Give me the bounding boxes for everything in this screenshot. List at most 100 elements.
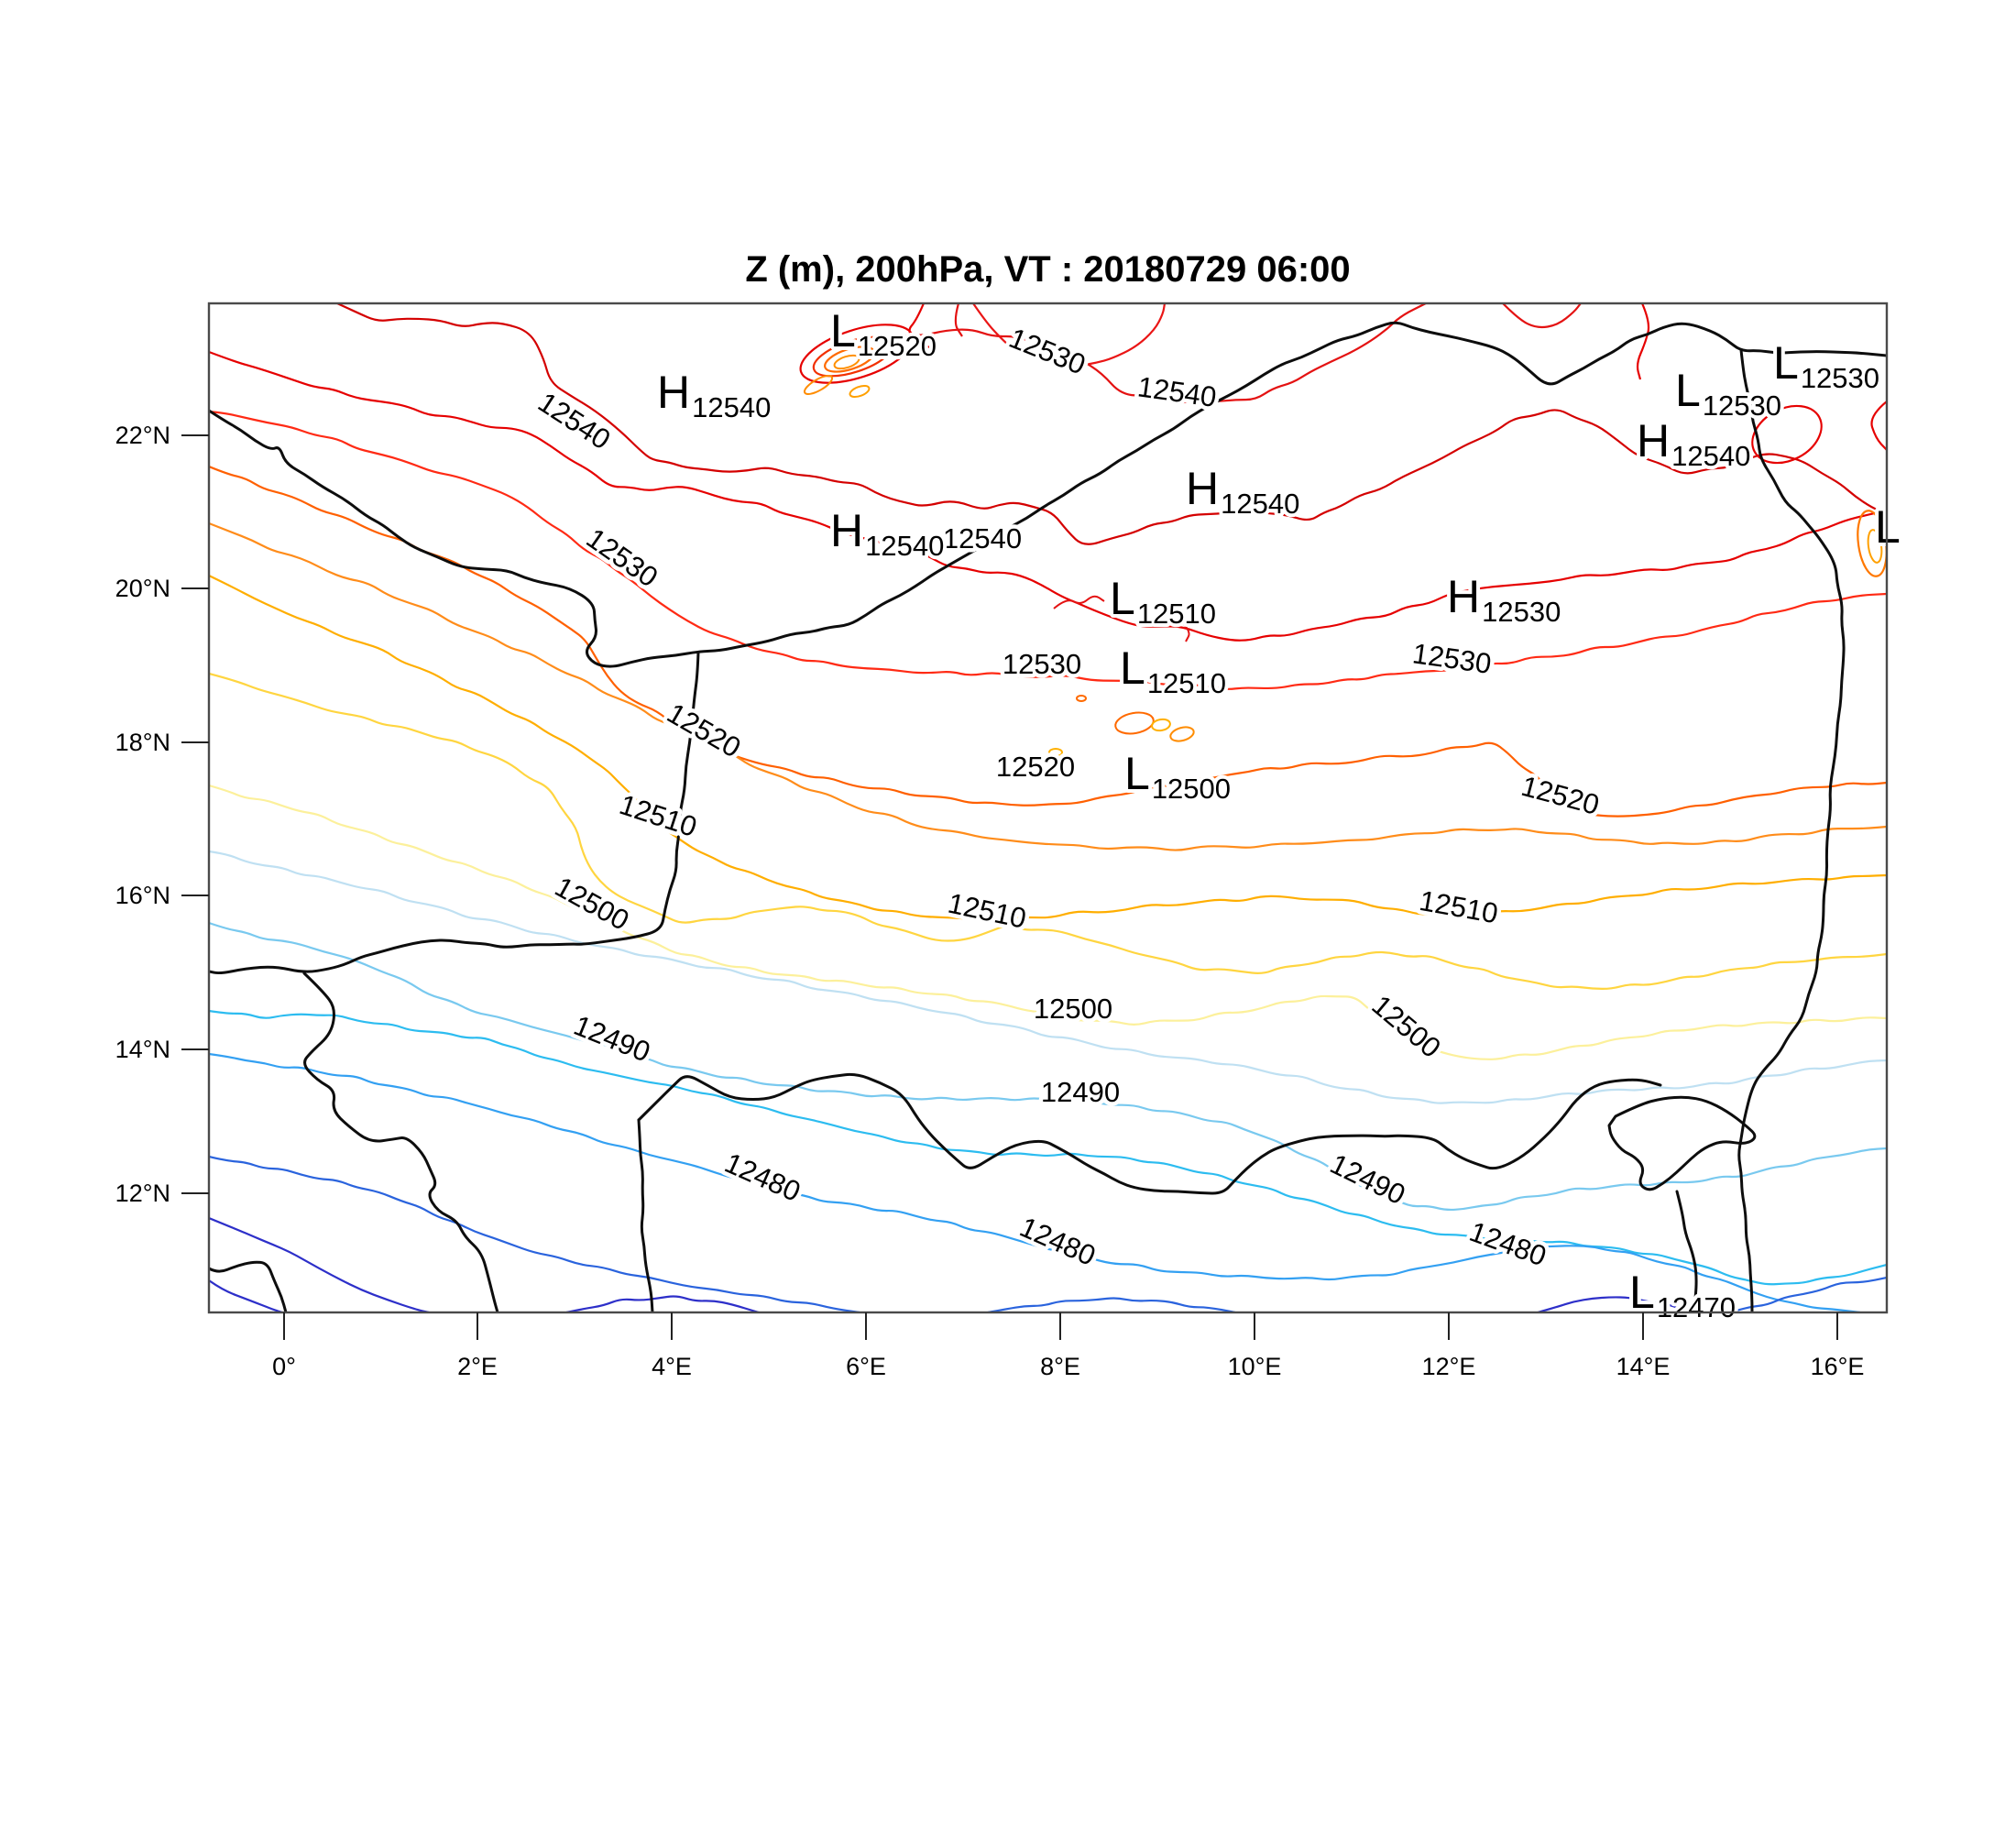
pressure-center-low: L12470 [1629,1267,1736,1323]
contour-loop-12515 [1867,529,1883,564]
contour-lines-layer [209,303,1887,1312]
contour-line-12480 [209,1052,1861,1312]
x-axis-tick-label: 16°E [1811,1353,1865,1380]
contour-line-12520 [209,465,1887,818]
country-border [209,651,700,975]
contour-line-12475 [209,1155,860,1312]
contour-value-label: 12520 [1518,770,1603,821]
contour-line-12500 [209,784,1887,1060]
contour-value-label: 12510 [616,788,701,843]
y-axis-tick-label: 12°N [115,1180,170,1207]
pressure-center-high: H12540 [1637,415,1750,472]
contour-loop-12535 [799,324,915,384]
contour-line-12485 [209,1009,1887,1286]
contour-line-12475 [1729,1276,1887,1312]
pressure-center-high: H12530 [1447,571,1561,628]
contour-value-label: 12480 [1465,1215,1550,1272]
contour-value-label: 12490 [1041,1076,1120,1108]
x-axis-tick-label: 10°E [1228,1353,1282,1380]
pressure-center-high: H12540 [830,505,944,562]
contour-value-label: 12500 [1365,989,1447,1064]
contour-value-label: 12500 [550,871,634,937]
country-border [209,1260,288,1312]
contour-loop-12500 [1048,748,1063,757]
contour-value-label: 12540 [1135,370,1218,413]
y-axis-tick-label: 14°N [115,1036,170,1063]
contour-line-12475 [987,1297,1236,1312]
pressure-center-low: L12510 [1110,573,1216,630]
contour-line-12495 [209,850,1887,1104]
y-axis-tick-label: 16°N [115,882,170,909]
country-border [1675,1190,1698,1312]
x-axis-tick-label: 4°E [652,1353,692,1380]
contour-loop-12525 [824,346,875,373]
contour-value-label: 12520 [996,751,1075,783]
y-axis-tick-label: 20°N [115,575,170,602]
x-axis-tick-label: 12°E [1422,1353,1476,1380]
contour-value-label: 12530 [1410,637,1493,680]
map-labels-layer: 0° 2°E 4°E 6°E 8°E 10°E 12°E 14°E 16°E 22°N 20°N 18… [115,302,1904,1380]
contour-value-label: 12510 [945,887,1029,935]
country-border [637,1072,1662,1195]
pressure-center-low: L12530 [1675,365,1781,422]
pressure-center-high: H12540 [1186,463,1299,520]
contour-value-label: 12480 [720,1147,805,1208]
contour-line-12535 [1180,620,1190,642]
contour-line-12540 [209,350,1887,642]
pressure-center-low: L12510 [1120,642,1226,699]
country-border [1737,348,1846,1312]
contour-line-12470 [209,1279,283,1312]
contour-loop-12505 [1169,726,1195,742]
pressure-center-high: H12540 [657,367,771,423]
y-axis-tick-label: 22°N [115,422,170,449]
contour-loop-12505 [1114,711,1155,735]
x-axis-tick-label: 14°E [1616,1353,1671,1380]
contour-value-label: 12490 [569,1009,654,1069]
pressure-center-low: L12520 [830,305,937,362]
contour-line-12470 [209,1216,430,1312]
contour-loop-12505 [1076,695,1087,702]
x-axis-tick-label: 8°E [1040,1353,1080,1380]
contour-value-label: 12530 [581,521,664,593]
contour-value-label: 12540 [532,386,616,456]
contour-value-label: 12520 [662,697,746,763]
contour-line-12530 [972,303,1167,367]
contour-value-label: 12510 [1417,884,1500,929]
country-border [209,321,1887,668]
x-axis-tick-label: 6°E [846,1353,886,1380]
contour-value-label: 12500 [1034,993,1112,1025]
y-axis-tick-label: 18°N [115,729,170,756]
pressure-center-low: L12500 [1124,748,1231,805]
contour-loop-12500 [1151,718,1171,732]
contour-line-12515 [209,521,1887,851]
contour-loop-12525 [849,384,871,399]
contour-value-label: 12530 [1003,648,1081,680]
map-frame [207,302,1889,1314]
pressure-center-low: L12530 [1773,337,1879,394]
contour-line-12540 [1870,401,1887,451]
contour-line-12540 [336,303,1887,545]
contour-line-12540 [1636,303,1650,380]
contour-value-label: 12530 [1004,322,1090,381]
contour-loop-12530 [812,335,894,378]
contour-line-12470 [565,1295,760,1312]
contour-value-label: 12480 [1015,1211,1101,1272]
contour-line-12510 [209,575,1887,922]
x-axis-tick-label: 2°E [457,1353,498,1380]
country-border [637,1118,654,1312]
contour-line-12470 [1537,1296,1694,1312]
contour-line-12540 [895,303,1427,404]
country-border [1607,1095,1757,1191]
contour-value-label: 12490 [1325,1147,1410,1211]
contour-loop-12525 [803,375,834,395]
contour-line-12505 [209,672,1887,991]
x-axis-tick-label: 0° [272,1353,296,1380]
contour-line-12535 [1053,595,1105,609]
contour-line-12490 [209,921,1887,1212]
contour-loop-12535 [1751,404,1823,465]
country-border [302,971,499,1312]
contour-value-label: 12540 [943,522,1022,554]
country-borders-layer [209,321,1887,1312]
